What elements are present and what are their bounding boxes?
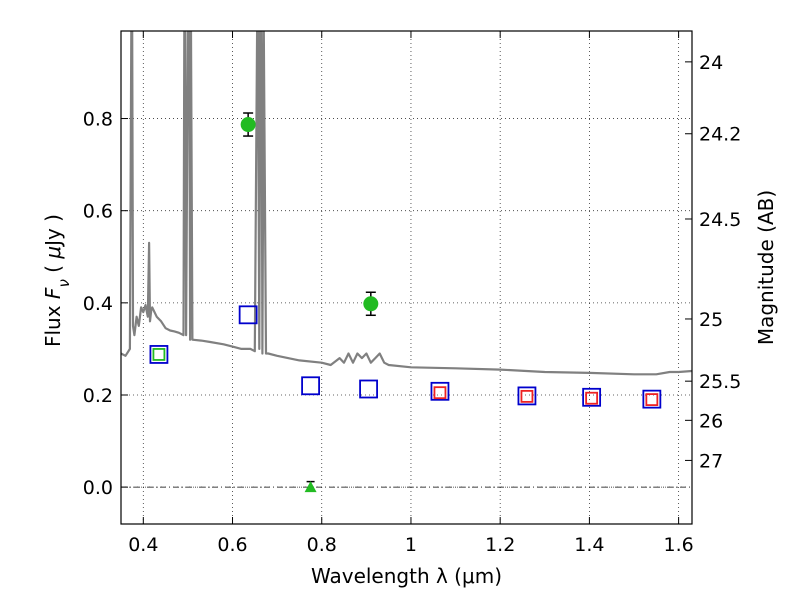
model-photometry-square	[430, 381, 450, 401]
model-photometry-square	[359, 379, 378, 399]
y-tick-label: 0.8	[83, 109, 113, 131]
right-tick-label: 24.2	[699, 124, 741, 146]
model-photometry-square	[238, 305, 258, 325]
data-markers	[149, 112, 662, 493]
x-tick-label: 0.4	[128, 534, 158, 556]
x-tick-label: 1.6	[664, 534, 694, 556]
y-axis-label: Flux Fν ( μJy )	[41, 214, 73, 347]
model-spectrum-line	[121, 31, 692, 376]
right-axis-ticks: 24 24.2 24.5 25 25.5 26 27	[685, 52, 741, 472]
y-tick-label: 0.6	[83, 201, 113, 223]
x-tick-label: 1.2	[485, 534, 515, 556]
inner-photometry-square	[520, 389, 534, 403]
plot-frame	[120, 30, 693, 525]
inner-photometry-square	[585, 391, 599, 405]
right-axis-label: Magnitude (AB)	[754, 190, 778, 345]
right-tick-label: 24	[699, 52, 723, 74]
inner-photometry-square	[433, 386, 447, 400]
right-tick-label: 24.5	[699, 209, 741, 231]
x-tick-label: 1	[405, 534, 417, 556]
model-photometry-square	[517, 386, 537, 406]
grid-lines	[121, 31, 692, 524]
y-tick-label: 0.0	[83, 477, 113, 499]
plot-area	[121, 31, 692, 488]
x-tick-label: 1.4	[574, 534, 604, 556]
model-photometry-square	[301, 376, 320, 396]
model-photometry-square	[582, 387, 602, 407]
x-axis-ticks: 0.4 0.6 0.8 1 1.2 1.4 1.6	[128, 31, 694, 556]
x-tick-label: 0.8	[307, 534, 337, 556]
right-tick-label: 25	[699, 309, 723, 331]
upper-limit-triangle	[304, 481, 317, 493]
x-axis-label: Wavelength λ (μm)	[311, 564, 502, 588]
inner-photometry-square	[645, 393, 659, 406]
model-photometry-square	[149, 345, 169, 364]
inner-photometry-square	[152, 348, 166, 361]
detection-point	[240, 117, 256, 133]
y-tick-label: 0.2	[83, 385, 113, 407]
right-tick-label: 27	[699, 450, 723, 472]
y-tick-label: 0.4	[83, 293, 113, 315]
right-tick-label: 25.5	[699, 371, 741, 393]
y-axis-ticks: 0.0 0.2 0.4 0.6 0.8	[83, 109, 128, 499]
x-tick-label: 0.6	[217, 534, 247, 556]
model-photometry-square	[642, 389, 662, 409]
right-tick-label: 26	[699, 410, 723, 432]
detection-point	[363, 296, 379, 312]
